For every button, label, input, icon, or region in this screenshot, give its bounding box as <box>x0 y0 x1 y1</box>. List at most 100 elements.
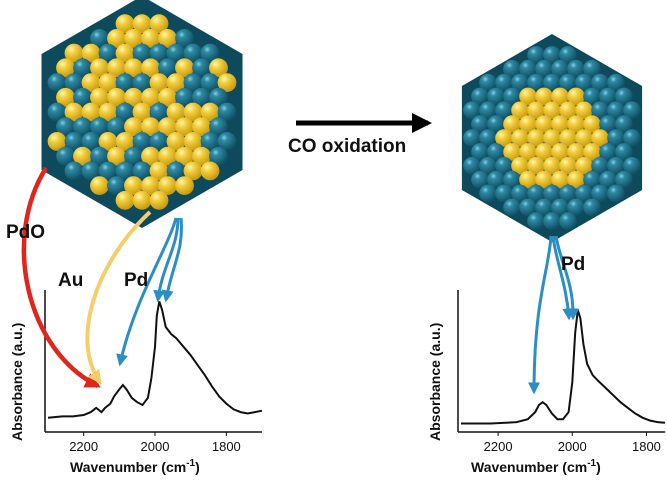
au-atom <box>149 190 169 210</box>
pd-atom <box>527 184 545 203</box>
pd-atom <box>124 146 143 166</box>
au-atom <box>559 101 577 120</box>
au-atom <box>543 129 561 147</box>
pd-atom <box>623 156 641 175</box>
pd-atom <box>175 87 194 107</box>
pd-atom <box>487 143 505 161</box>
pd-atom <box>149 132 169 151</box>
au-atom <box>551 115 569 133</box>
pd-atom <box>607 129 625 147</box>
pd-atom <box>463 156 481 175</box>
pd-atom <box>615 115 633 133</box>
pd-atom <box>479 184 497 203</box>
pd-atom <box>607 156 625 175</box>
pd-atom <box>607 101 625 120</box>
pd-atom <box>607 184 625 203</box>
pd-label-left: Pd <box>124 270 148 291</box>
au-atom <box>64 102 84 122</box>
au-atom <box>209 58 228 78</box>
y-axis-title: Absorbance (a.u.) <box>9 323 25 441</box>
pd-atom <box>575 73 593 92</box>
pd-atom <box>583 170 601 189</box>
au-atom <box>90 58 109 78</box>
au-atom <box>567 143 585 161</box>
pd-atom <box>583 198 601 217</box>
pd-atom <box>217 102 237 122</box>
au-atom <box>535 87 553 106</box>
pd-atom <box>200 132 220 151</box>
au-atom <box>141 117 160 137</box>
alloy-nanoparticle-before <box>41 0 243 228</box>
au-atom <box>166 132 186 151</box>
au-atom <box>175 117 194 137</box>
au-atom <box>567 170 585 189</box>
au-atom <box>124 87 143 107</box>
au-atom <box>183 102 203 122</box>
pd-atom <box>583 59 601 78</box>
au-atom <box>166 73 186 92</box>
pd-atom <box>511 184 529 203</box>
au-atom <box>511 101 529 120</box>
au-atom <box>575 156 593 175</box>
pd-atom <box>487 115 505 133</box>
pd-atom <box>90 117 109 137</box>
au-atom <box>90 176 109 196</box>
x-tick-label: 2200 <box>484 439 513 454</box>
pd-atom <box>615 143 633 161</box>
au-atom <box>591 129 609 147</box>
pd-atom <box>209 87 228 107</box>
pd-atom <box>559 212 577 230</box>
pdo-arrow <box>21 166 101 389</box>
au-atom <box>535 170 553 189</box>
pd-atom <box>132 132 152 151</box>
au-atom <box>511 129 529 147</box>
pd-atom <box>200 43 220 63</box>
pd-atom <box>217 132 237 151</box>
pd-atom <box>503 170 521 189</box>
au-atom <box>543 156 561 175</box>
au-atom <box>217 73 237 92</box>
pd-arrow-linear-a <box>153 217 180 303</box>
au-atom <box>551 170 569 189</box>
pd-atom <box>56 117 75 137</box>
pd-atom <box>73 117 92 137</box>
pd-atom <box>503 87 521 106</box>
pd-atom <box>81 161 101 181</box>
au-atom <box>158 87 177 107</box>
au-atom <box>175 176 194 196</box>
pd-atom <box>175 29 194 48</box>
au-atom <box>149 14 169 34</box>
x-tick-label: 1800 <box>632 439 661 454</box>
pd-atom <box>559 46 577 64</box>
au-atom <box>73 146 92 166</box>
pd-atom <box>471 115 489 133</box>
pd-atom <box>495 73 513 92</box>
au-atom <box>519 170 537 189</box>
pd-atom <box>64 132 84 151</box>
au-atom <box>141 58 160 78</box>
pd-atom <box>115 73 135 92</box>
au-atom <box>583 143 601 161</box>
au-atom <box>81 43 101 63</box>
pd-atom <box>73 58 92 78</box>
pd-atom <box>551 59 569 78</box>
pd-atom <box>132 43 152 63</box>
pd-atom <box>132 161 152 181</box>
au-atom <box>124 117 143 137</box>
pd-atom <box>591 184 609 203</box>
pd-atom <box>209 117 228 137</box>
au-atom <box>495 129 513 147</box>
pd-atom <box>209 146 228 166</box>
pd-atom <box>115 102 135 122</box>
au-atom <box>132 14 152 34</box>
au-atom <box>124 29 143 48</box>
pd-atom <box>98 43 118 63</box>
au-atom <box>511 156 529 175</box>
ir-spectrum-after: 2200 2000 1800 Absorbance (a.u.) Wavenumbe… <box>427 290 666 475</box>
pd-atom <box>90 146 109 166</box>
pd-atom <box>64 161 84 181</box>
au-atom <box>567 115 585 133</box>
x-tick-label: 2200 <box>69 439 98 454</box>
au-atom <box>158 117 177 137</box>
